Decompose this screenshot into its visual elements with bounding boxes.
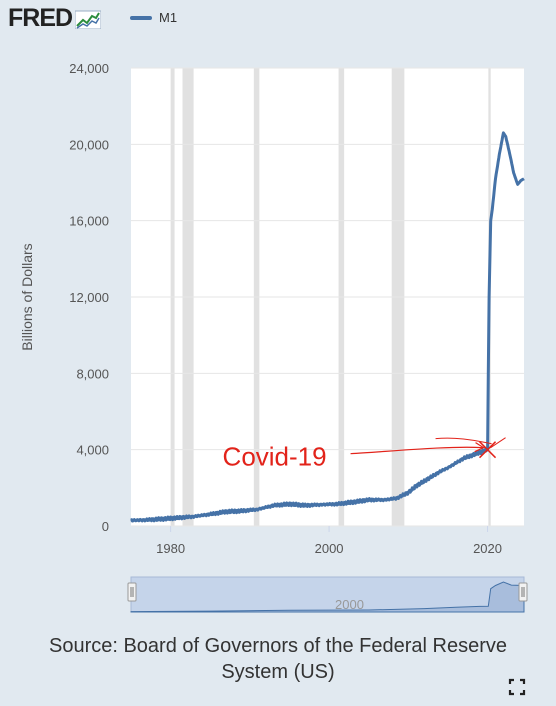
x-tick-label-0: 1980 <box>156 541 185 556</box>
fred-logo[interactable]: FRED <box>8 4 102 32</box>
annotation-tick <box>490 437 506 449</box>
navigator-label: 2000 <box>335 597 364 612</box>
x-tick-label-1: 2000 <box>315 541 344 556</box>
y-tick-label-5: 20,000 <box>69 137 109 152</box>
navigator-handle-right[interactable] <box>518 582 528 602</box>
navigator-handle-left[interactable] <box>127 582 137 602</box>
fullscreen-icon[interactable] <box>508 678 526 696</box>
y-tick-label-4: 16,000 <box>69 214 109 229</box>
source-text: Source: Board of Governors of the Federa… <box>48 635 507 683</box>
m1-line-chart[interactable]: 0 4,000 8,000 12,000 16,000 20,000 24,000 1980 2… <box>0 40 556 625</box>
y-tick-label-1: 4,000 <box>76 443 109 458</box>
legend-swatch-m1 <box>130 15 152 20</box>
annotation-arrow <box>350 446 483 455</box>
annotation-x-mark <box>479 441 497 459</box>
chart-legend[interactable]: M1 <box>130 10 177 25</box>
fred-graph-icon <box>75 10 102 29</box>
annotation-arrowhead <box>474 442 485 453</box>
y-tick-label-0: 0 <box>102 519 109 534</box>
y-tick-label-6: 24,000 <box>69 61 109 76</box>
series-line-m1[interactable] <box>130 131 525 523</box>
y-tick-label-2: 8,000 <box>76 366 109 381</box>
x-tick-label-2: 2020 <box>473 541 502 556</box>
fred-logo-text: FRED <box>8 4 73 32</box>
navigator-series-area <box>130 581 525 613</box>
chart-header: FRED M1 <box>0 0 556 40</box>
annotation-covid-19: Covid-19 <box>223 442 327 472</box>
legend-label-m1: M1 <box>159 10 178 25</box>
annotation-scribble <box>435 437 492 445</box>
y-tick-label-3: 12,000 <box>69 290 109 305</box>
y-axis-title: Billions of Dollars <box>19 243 35 350</box>
